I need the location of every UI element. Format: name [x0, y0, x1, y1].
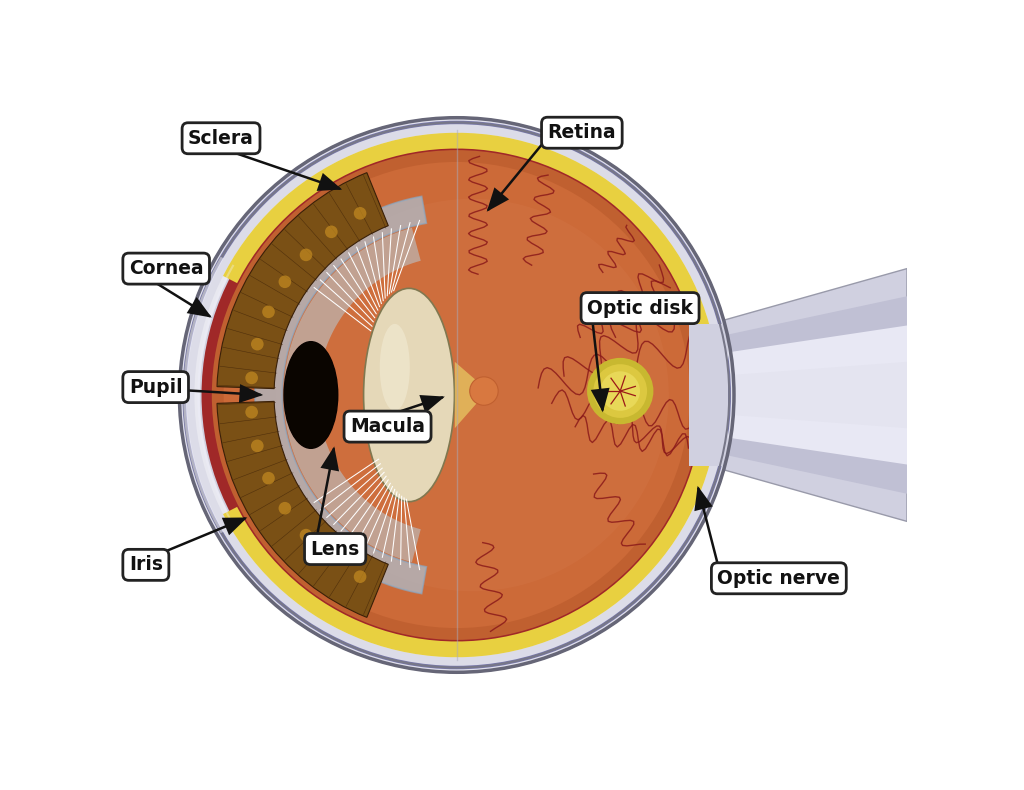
Ellipse shape	[284, 342, 338, 449]
Circle shape	[246, 371, 258, 384]
Ellipse shape	[364, 288, 455, 502]
Ellipse shape	[267, 232, 300, 267]
Circle shape	[325, 225, 338, 238]
Circle shape	[223, 162, 690, 628]
Polygon shape	[694, 486, 713, 511]
Polygon shape	[321, 446, 339, 472]
Text: Macula: Macula	[350, 417, 425, 436]
Circle shape	[251, 338, 263, 351]
Polygon shape	[239, 384, 263, 403]
Polygon shape	[420, 395, 444, 413]
Circle shape	[600, 371, 640, 411]
Text: Lens: Lens	[310, 540, 359, 559]
Polygon shape	[223, 133, 719, 657]
Ellipse shape	[295, 208, 339, 248]
Polygon shape	[696, 325, 907, 465]
Polygon shape	[696, 296, 907, 494]
Circle shape	[325, 552, 338, 565]
Circle shape	[353, 207, 367, 220]
Polygon shape	[186, 297, 212, 318]
Text: Sclera: Sclera	[188, 129, 254, 148]
Ellipse shape	[262, 517, 295, 552]
Circle shape	[212, 150, 701, 640]
Text: Iris: Iris	[129, 555, 163, 574]
Circle shape	[279, 502, 291, 514]
Circle shape	[179, 118, 734, 672]
Circle shape	[246, 406, 258, 419]
Circle shape	[353, 570, 367, 583]
Polygon shape	[689, 324, 728, 466]
Polygon shape	[255, 197, 426, 593]
Text: Pupil: Pupil	[129, 378, 182, 397]
Circle shape	[262, 472, 274, 484]
Polygon shape	[455, 362, 484, 428]
Text: Optic disk: Optic disk	[587, 299, 693, 318]
Circle shape	[202, 140, 712, 650]
Polygon shape	[696, 362, 907, 428]
Circle shape	[262, 306, 274, 318]
Polygon shape	[696, 269, 907, 521]
Circle shape	[251, 439, 263, 452]
Wedge shape	[217, 401, 388, 617]
Circle shape	[470, 377, 498, 405]
Circle shape	[587, 358, 653, 424]
Circle shape	[300, 249, 312, 261]
Circle shape	[279, 276, 291, 288]
Wedge shape	[217, 173, 388, 389]
Text: Retina: Retina	[548, 123, 616, 142]
Circle shape	[593, 364, 647, 418]
Circle shape	[300, 529, 312, 541]
Circle shape	[276, 199, 669, 591]
Circle shape	[195, 133, 719, 657]
Polygon shape	[486, 187, 509, 212]
Circle shape	[184, 122, 729, 668]
Polygon shape	[284, 228, 421, 562]
Circle shape	[200, 138, 714, 652]
Polygon shape	[591, 388, 609, 412]
Text: Cornea: Cornea	[129, 259, 204, 278]
Polygon shape	[316, 173, 342, 191]
Ellipse shape	[380, 324, 410, 411]
Text: Optic nerve: Optic nerve	[718, 569, 841, 588]
Polygon shape	[222, 517, 248, 536]
Ellipse shape	[289, 536, 333, 577]
